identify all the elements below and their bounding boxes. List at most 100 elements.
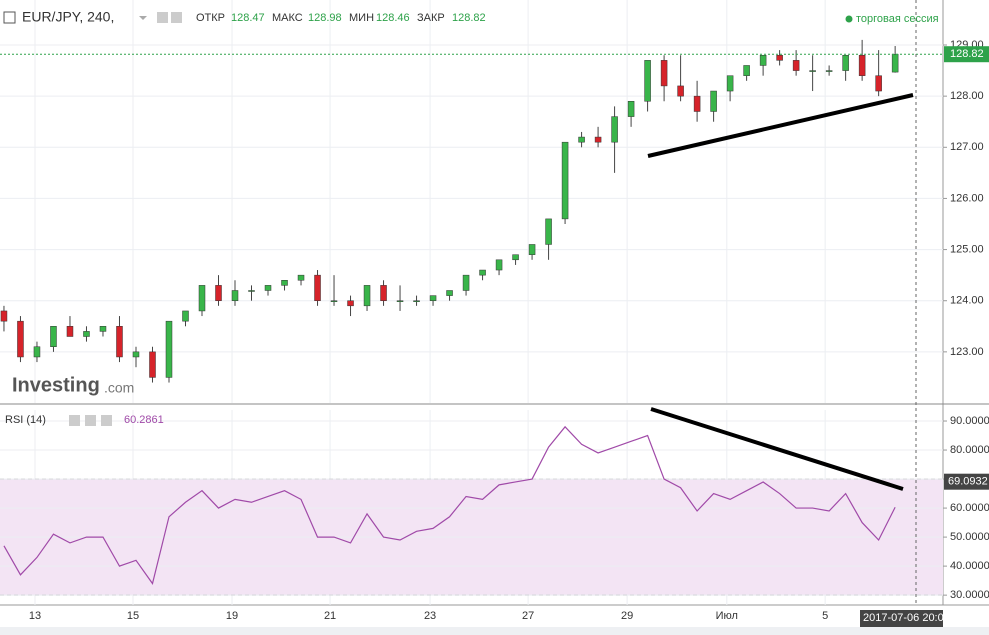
value: 128.47: [231, 12, 265, 24]
label: ЗАКР: [417, 12, 445, 24]
candle-body: [380, 285, 387, 301]
x-tick-label: 23: [424, 610, 436, 622]
rsi-value: 60.2861: [124, 414, 164, 426]
rsi-label: RSI (14): [5, 414, 46, 426]
candle-body: [149, 351, 156, 378]
last-price-box: [944, 46, 989, 63]
candle-body: [677, 85, 684, 97]
candle-body: [611, 116, 618, 143]
candle-body: [33, 346, 41, 358]
icon[interactable]: [101, 415, 112, 426]
candle-body: [809, 70, 816, 72]
candle-body: [281, 280, 288, 286]
y-tick-label: 60.0000: [950, 502, 989, 514]
dropdown[interactable]: [139, 16, 147, 20]
value: 128.82: [452, 12, 486, 24]
candle-body: [743, 65, 750, 76]
candle-body: [182, 310, 189, 322]
candle-body: [561, 141, 569, 220]
candle-body: [0, 310, 8, 322]
candle-body: [512, 254, 519, 261]
y-tick-label: 50.0000: [950, 531, 989, 543]
candle-body: [842, 54, 849, 71]
candle-body: [231, 290, 239, 301]
candle-body: [891, 53, 899, 73]
symbol: EUR/JPY, 240,: [22, 9, 114, 25]
rsi-marker-label: 69.0932: [948, 476, 988, 488]
logo-suffix: .com: [104, 380, 134, 396]
candle-body: [545, 218, 552, 245]
session: торговая сессия: [856, 13, 939, 25]
candle-body: [858, 54, 866, 76]
last-price-label: 128.82: [950, 48, 984, 60]
candle-body: [413, 300, 420, 302]
icon[interactable]: [69, 415, 80, 426]
y-tick-label: 123.00: [950, 346, 984, 358]
icon[interactable]: [85, 415, 96, 426]
candle-body: [479, 269, 486, 276]
x-tick-label: 29: [621, 610, 633, 622]
candle-body: [627, 101, 635, 117]
candle-body: [528, 244, 536, 255]
candle-body: [347, 300, 354, 307]
candle-body: [165, 320, 173, 378]
bottom-bar: [0, 627, 989, 635]
candle-body: [83, 331, 90, 337]
candle-body: [644, 60, 651, 102]
candle-body: [297, 274, 305, 281]
rsi-line: [3, 425, 896, 585]
x-tick-label: 27: [522, 610, 534, 622]
candle-body: [693, 95, 701, 112]
label: МИН: [349, 12, 374, 24]
cursor-date: 2017-07-06 20:00: [863, 612, 950, 624]
trend-line: [650, 407, 904, 491]
rsi-marker-box: [944, 473, 989, 490]
candle-body: [594, 136, 602, 143]
y-tick-label: 30.0000: [950, 589, 989, 601]
icon[interactable]: [3, 11, 16, 24]
candle-body: [710, 90, 717, 112]
candle-body: [578, 136, 585, 143]
candle-body: [248, 290, 255, 292]
candle-body: [198, 285, 206, 312]
x-tick-label: 21: [324, 610, 336, 622]
candle-body: [792, 60, 800, 71]
candle-body: [264, 285, 272, 291]
candle-body: [825, 70, 833, 72]
y-tick-label: 40.0000: [950, 560, 989, 572]
x-tick-label: 15: [127, 610, 139, 622]
candle-body: [66, 326, 74, 337]
y-tick-label: 124.00: [950, 295, 984, 307]
candle-body: [396, 300, 404, 302]
icon[interactable]: [157, 12, 168, 23]
candle-body: [776, 54, 783, 61]
date-box: [860, 610, 943, 627]
trend-line: [647, 93, 914, 158]
icon[interactable]: [171, 12, 182, 23]
x-tick-label: 5: [822, 610, 828, 622]
x-tick-label: 13: [29, 610, 41, 622]
candle-body: [50, 326, 57, 347]
y-tick-label: 90.0000: [950, 415, 989, 427]
label: МАКС: [272, 12, 303, 24]
y-tick-label: 128.00: [950, 90, 984, 102]
label: ОТКР: [196, 12, 225, 24]
candle-body: [462, 274, 470, 291]
candle-body: [99, 326, 107, 332]
candle-body: [759, 54, 767, 66]
y-tick-label: 126.00: [950, 192, 984, 204]
candle-body: [660, 60, 668, 87]
candle-body: [875, 75, 882, 92]
candle-body: [132, 351, 140, 358]
candle-body: [495, 259, 503, 271]
y-tick-label: 127.00: [950, 141, 984, 153]
candle-body: [446, 290, 453, 296]
candle-body: [363, 285, 371, 307]
y-tick-label: 80.0000: [950, 444, 989, 456]
value: 128.46: [376, 12, 410, 24]
candle-body: [215, 285, 222, 301]
x-tick-label: 19: [226, 610, 238, 622]
y-tick-label: 125.00: [950, 243, 984, 255]
marks: [0, 39, 943, 585]
